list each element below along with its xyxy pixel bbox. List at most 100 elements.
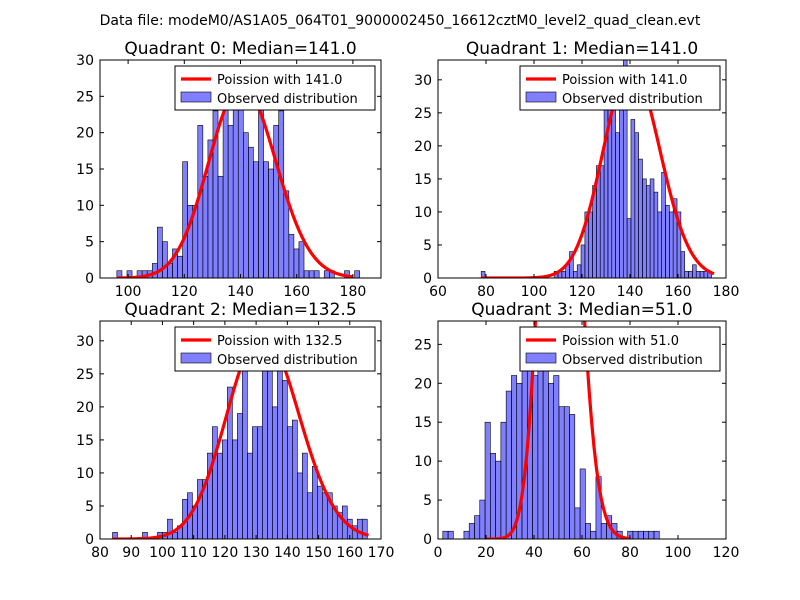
histogram-bar	[600, 523, 607, 539]
x-tick-label: 60	[429, 284, 447, 300]
y-tick-label: 0	[85, 532, 94, 548]
histogram-bar	[632, 530, 639, 539]
histogram-bar	[688, 271, 693, 278]
histogram-bar	[634, 132, 639, 278]
histogram-bar	[561, 271, 566, 278]
y-tick-label: 15	[414, 415, 432, 431]
histogram-bar	[162, 241, 168, 278]
histogram-bar	[263, 161, 269, 278]
histogram-bar	[676, 211, 682, 278]
legend-bars-swatch	[180, 352, 212, 364]
legend-box	[519, 65, 721, 111]
x-tick-label: 120	[171, 284, 198, 300]
x-tick-label: 140	[274, 545, 301, 561]
histogram-bar	[303, 270, 310, 278]
histogram-bar	[262, 360, 268, 539]
y-tick-label: 15	[76, 162, 94, 178]
histogram-bar	[665, 205, 670, 278]
x-tick-label: 100	[115, 284, 142, 300]
histogram-bar	[197, 479, 203, 539]
y-tick-label: 10	[76, 466, 94, 482]
figure-suptitle: Data file: modeM0/AS1A05_064T01_90000024…	[100, 13, 701, 29]
histogram-bar	[548, 382, 554, 539]
histogram-bar	[468, 523, 475, 539]
histogram-bar	[661, 172, 666, 278]
legend-box	[174, 326, 376, 372]
x-tick-label: 160	[665, 284, 692, 300]
y-tick-label: 20	[76, 400, 94, 416]
histogram-bar	[288, 234, 295, 278]
histogram-bar	[447, 530, 454, 539]
legend-bars-label: Observed distribution	[562, 353, 703, 368]
histogram-bar	[202, 175, 209, 278]
x-tick-label: 100	[521, 284, 548, 300]
histogram-bar	[222, 439, 228, 539]
histogram-bar	[648, 530, 655, 539]
x-tick-label: 140	[617, 284, 644, 300]
legend-curve-label: Poission with 141.0	[217, 73, 342, 88]
legend-bars-swatch	[180, 91, 212, 103]
histogram-bar	[585, 523, 591, 539]
y-tick-label: 5	[423, 238, 432, 254]
histogram-bar	[576, 264, 582, 278]
legend-bars-label: Observed distribution	[217, 92, 358, 107]
histogram-bar	[642, 178, 647, 278]
quadrant-2-panel: 80 90 100 110 120 130 140 150 160 170 0 5 10 15 20 25 30…	[76, 300, 394, 561]
histogram-bar	[558, 406, 565, 539]
y-tick-label: 20	[76, 126, 94, 142]
histogram-bar	[253, 161, 259, 278]
histogram-bar	[573, 271, 578, 278]
panel-title: Quadrant 1: Median=141.0	[466, 39, 698, 59]
legend-curve-label: Poission with 141.0	[562, 73, 687, 88]
histogram-bar	[580, 244, 586, 278]
histogram-bar	[643, 530, 650, 539]
histogram-bar	[252, 426, 258, 539]
legend-bars-label: Observed distribution	[217, 353, 358, 368]
x-tick-label: 140	[227, 284, 254, 300]
histogram-bar	[212, 426, 218, 539]
y-tick-label: 10	[414, 454, 432, 470]
x-tick-label: 170	[368, 545, 395, 561]
histogram-bar	[298, 241, 305, 278]
histogram-bar	[307, 492, 313, 539]
histogram-bar	[622, 60, 628, 278]
histogram-bar	[569, 251, 574, 278]
histogram-bar	[569, 414, 576, 539]
histogram-bar	[495, 460, 502, 539]
histogram-bar	[684, 271, 689, 278]
histogram-bars	[116, 74, 360, 278]
panel-title: Quadrant 3: Median=51.0	[471, 300, 693, 320]
histogram-bar	[553, 375, 560, 539]
y-tick-label: 30	[76, 53, 94, 69]
histogram-bar	[247, 452, 253, 539]
x-tick-label: 120	[569, 284, 596, 300]
x-tick-label: 150	[305, 545, 332, 561]
histogram-bar	[490, 453, 496, 539]
poisson-curve	[485, 321, 631, 539]
legend: Poission with 51.0 Observed distribution	[519, 326, 721, 372]
histogram-bar	[500, 421, 507, 539]
histogram-bar	[227, 125, 234, 278]
histogram-bar	[574, 507, 581, 539]
x-tick-label: 60	[573, 545, 591, 561]
y-tick-label: 30	[414, 73, 432, 89]
histogram-bar	[317, 485, 323, 539]
histogram-bar	[657, 211, 662, 278]
histogram-bar	[463, 530, 470, 539]
histogram-bar	[505, 390, 512, 539]
panel-title: Quadrant 0: Median=141.0	[124, 39, 356, 59]
histogram-bar	[588, 211, 593, 278]
legend-curve-label: Poission with 132.5	[217, 334, 342, 349]
y-tick-label: 0	[85, 271, 94, 287]
histogram-bar	[637, 530, 644, 539]
legend: Poission with 141.0 Observed distribution	[174, 65, 376, 111]
x-tick-label: 180	[340, 284, 367, 300]
histogram-bar	[599, 165, 605, 278]
y-tick-label: 25	[76, 367, 94, 383]
x-tick-label: 160	[283, 284, 310, 300]
histogram-bar	[695, 271, 701, 278]
histogram-bar	[272, 406, 278, 539]
x-tick-label: 130	[243, 545, 270, 561]
histogram-bar	[537, 367, 544, 539]
x-tick-label: 20	[477, 545, 495, 561]
